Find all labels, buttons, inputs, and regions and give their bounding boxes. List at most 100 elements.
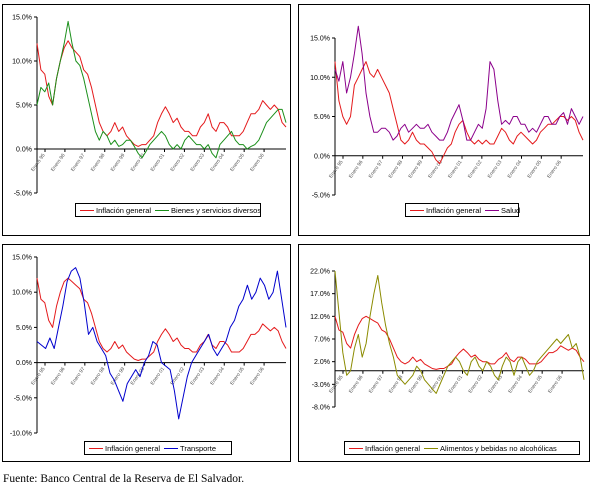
x-tick-label: Enero 06 — [546, 159, 563, 179]
x-tick-label: Enero 01 — [447, 159, 464, 179]
y-tick-label: 12.0% — [310, 314, 330, 321]
legend-swatch-transporte — [164, 447, 179, 449]
x-tick-label: Enero 96 — [348, 159, 365, 179]
x-tick-label: Enero 03 — [487, 159, 504, 179]
y-tick-label: -5.0% — [14, 395, 32, 402]
legend-item-salud: Salud — [485, 206, 520, 215]
legend-swatch-alimentos — [424, 447, 439, 449]
x-tick-label: Enero 95 — [328, 159, 345, 179]
y-tick-label: 22.0% — [310, 269, 330, 276]
x-tick-label: Enero 98 — [388, 159, 405, 179]
x-tick-label: Enero 97 — [70, 366, 87, 386]
x-tick-label: Enero 05 — [229, 366, 246, 386]
x-tick-label: Enero 98 — [90, 153, 107, 173]
chart-panel-transporte: 15.0% 10.0% 5.0% 0.0% -5.0% -10.0% Enero 95 Ene… — [2, 244, 291, 462]
legend-label-salud: Salud — [501, 205, 521, 215]
x-tick-label: Enero 96 — [348, 374, 365, 394]
x-tick-label: Enero 03 — [189, 366, 206, 386]
legend-salud: Inflación general Salud — [405, 203, 520, 217]
legend-swatch-diversos — [155, 209, 170, 211]
y-tick-label: -3.0% — [312, 382, 330, 389]
x-tick-label: Enero 04 — [507, 374, 524, 394]
x-tick-label: Enero 03 — [189, 153, 206, 173]
legend-label-general: Inflación general — [365, 443, 421, 453]
chart-panel-alimentos: 22.0% 17.0% 12.0% 7.0% 2.0% -3.0% -8.0% Enero 9… — [298, 244, 590, 462]
legend-alimentos: Inflación general Alimentos y bebidas no… — [344, 441, 580, 455]
x-tick-label: Enero 05 — [526, 159, 543, 179]
x-tick-label: Enero 02 — [467, 374, 484, 394]
x-tick-label: Enero 99 — [110, 153, 127, 173]
chart-svg-salud: 15.0%10.0%5.0%0.0%-5.0%Enero 95 Enero 96 E… — [310, 25, 584, 200]
x-tick-label: Enero 00 — [428, 374, 445, 394]
y-tick-label: 0.0% — [314, 153, 330, 160]
y-tick-label: 7.0% — [314, 337, 330, 344]
legend-label-general: Inflación general — [426, 205, 482, 215]
y-tick-label: 17.0% — [310, 291, 330, 298]
series-line-general — [334, 61, 584, 165]
y-tick-label: -10.0% — [10, 431, 32, 438]
legend-item-general: Inflación general — [410, 206, 481, 215]
x-tick-label: Enero 95 — [30, 153, 47, 173]
x-tick-label: Enero 98 — [90, 366, 107, 386]
y-tick-label: 5.0% — [16, 103, 32, 110]
x-tick-label: Enero 05 — [229, 153, 246, 173]
x-tick-label: Enero 04 — [507, 159, 524, 179]
x-tick-label: Enero 99 — [408, 374, 425, 394]
series-line-category — [334, 270, 585, 394]
legend-item-general: Inflación general — [80, 206, 151, 215]
x-tick-label: Enero 95 — [30, 366, 47, 386]
y-tick-label: 10.0% — [12, 290, 32, 297]
legend-swatch-general — [89, 447, 103, 449]
legend-swatch-general — [80, 209, 94, 211]
x-tick-label: Enero 02 — [169, 366, 186, 386]
x-tick-label: Enero 97 — [368, 374, 385, 394]
series-line-category — [36, 267, 287, 420]
legend-transporte: Inflación general Transporte — [84, 441, 232, 455]
y-tick-label: 15.0% — [12, 15, 32, 22]
legend-label-alimentos: Alimentos y bebidas no alcohólicas — [440, 443, 557, 453]
x-tick-label: Enero 06 — [547, 374, 564, 394]
x-tick-label: Enero 95 — [328, 374, 345, 394]
x-tick-label: Enero 04 — [209, 153, 226, 173]
legend-label-general: Inflación general — [96, 205, 152, 215]
x-tick-label: Enero 05 — [527, 374, 544, 394]
x-tick-label: Enero 99 — [407, 159, 424, 179]
series-line-general — [334, 315, 585, 370]
source-note: Fuente: Banco Central de la Reserva de E… — [3, 473, 245, 485]
y-tick-label: 5.0% — [16, 325, 32, 332]
x-tick-label: Enero 97 — [70, 153, 87, 173]
x-tick-label: Enero 01 — [448, 374, 465, 394]
chart-panel-salud: 15.0% 10.0% 5.0% 0.0% -5.0% Enero 95 Enero 96 E… — [298, 4, 590, 236]
legend-item-diversos: Bienes y servicios diversos — [155, 206, 261, 215]
y-tick-label: -5.0% — [312, 193, 330, 200]
legend-swatch-salud — [485, 209, 500, 211]
y-tick-label: -5.0% — [14, 191, 32, 198]
legend-item-transporte: Transporte — [164, 444, 216, 453]
x-tick-label: Enero 96 — [50, 366, 67, 386]
x-tick-label: Enero 02 — [169, 153, 186, 173]
y-tick-label: 2.0% — [314, 359, 330, 366]
series-line-general — [36, 277, 287, 361]
legend-label-general: Inflación general — [105, 443, 161, 453]
chart-svg-alimentos: 22.0% 17.0% 12.0% 7.0% 2.0% -3.0% -8.0% Enero 9… — [310, 269, 585, 412]
legend-item-alimentos: Alimentos y bebidas no alcohólicas — [424, 444, 557, 453]
chart-svg-diversos: 15.0%10.0%5.0%0.0%-5.0%Enero 95 Enero 96 E… — [12, 15, 287, 198]
x-tick-label: Enero 02 — [467, 159, 484, 179]
series-line-general — [36, 40, 287, 147]
chart-svg-transporte: 15.0%10.0%5.0%0.0%-5.0%-10.0%Enero 95 Ene… — [10, 255, 287, 438]
legend-label-transporte: Transporte — [180, 443, 217, 453]
y-tick-label: 10.0% — [12, 59, 32, 66]
x-tick-label: Enero 01 — [150, 366, 167, 386]
x-tick-label: Enero 01 — [150, 153, 167, 173]
x-tick-label: Enero 00 — [427, 159, 444, 179]
x-tick-label: Enero 06 — [249, 153, 266, 173]
series-line-category — [36, 20, 287, 159]
legend-swatch-general — [410, 209, 424, 211]
series-line-category — [334, 25, 584, 141]
y-tick-label: 0.0% — [16, 147, 32, 154]
y-tick-label: 15.0% — [310, 36, 330, 43]
chart-panel-diversos: 15.0% 10.0% 5.0% 0.0% -5.0% Enero 95 Enero 96 E… — [2, 4, 291, 236]
x-tick-label: Enero 04 — [209, 366, 226, 386]
legend-item-general: Inflación general — [89, 444, 160, 453]
y-tick-label: -8.0% — [312, 405, 330, 412]
